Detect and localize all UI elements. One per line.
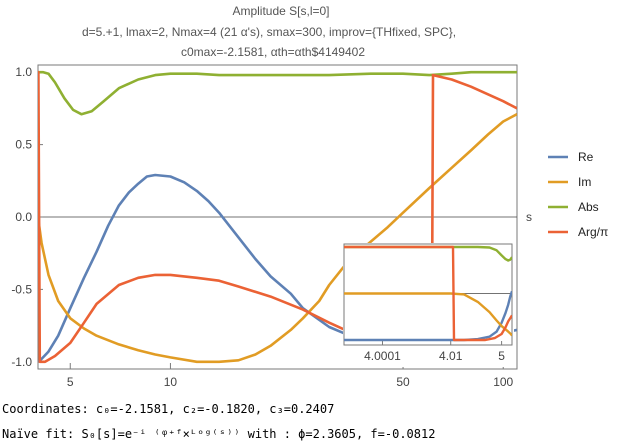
chart-title: Amplitude S[s,l=0] xyxy=(232,4,329,18)
x-tick-label: 5 xyxy=(67,375,74,389)
amplitude-figure: Amplitude S[s,l=0] d=5.+1, lmax=2, Nmax=… xyxy=(11,4,608,389)
inset-series-line-re xyxy=(344,290,512,342)
legend-label-arg: Arg/π xyxy=(578,225,608,239)
series-line-abs xyxy=(38,70,517,116)
series-line-im xyxy=(38,113,517,364)
chart-header: Amplitude S[s,l=0] d=5.+1, lmax=2, Nmax=… xyxy=(82,4,456,59)
y-tick-label: 1.0 xyxy=(15,65,32,79)
chart-legend: Re Im Abs Arg/π xyxy=(548,150,608,239)
inset-x-tick-label: 4.0001 xyxy=(364,349,401,363)
inset-series-line-im xyxy=(344,292,512,337)
inset-background xyxy=(343,243,514,367)
inset-x-tick-label: 4.01 xyxy=(439,349,463,363)
x-tick-label: 50 xyxy=(396,375,410,389)
x-axis-label: s xyxy=(526,210,532,224)
chart-subtitle-line-1: d=5.+1, lmax=2, Nmax=4 (21 α's), smax=30… xyxy=(82,25,456,39)
inset-x-tick-label: 5 xyxy=(498,349,505,363)
naive-fit-text: Naïve fit: S₀[s]=e⁻ⁱ ⁽ᵠ⁺ᶠ×ᴸᵒᵍ⁽ˢ⁾⁾ with :… xyxy=(2,427,436,441)
coordinates-text: Coordinates: c₀=-2.1581, c₂=-0.1820, c₃=… xyxy=(2,402,335,416)
chart-subtitle-line-2: c0max=-2.1581, αth=αth$4149402 xyxy=(181,45,365,59)
x-tick-label: 100 xyxy=(493,375,513,389)
legend-label-re: Re xyxy=(578,150,594,164)
legend-label-abs: Abs xyxy=(578,200,599,214)
x-tick-label: 10 xyxy=(164,375,178,389)
inset-series-line-arg xyxy=(344,245,512,342)
y-tick-label: 0.0 xyxy=(15,210,32,224)
y-tick-label: -0.5 xyxy=(11,282,32,296)
inset-chart: 4.0001 4.01 5 xyxy=(343,243,514,367)
legend-label-im: Im xyxy=(578,175,591,189)
y-tick-label: -1.0 xyxy=(11,355,32,369)
y-tick-label: 0.5 xyxy=(15,138,32,152)
